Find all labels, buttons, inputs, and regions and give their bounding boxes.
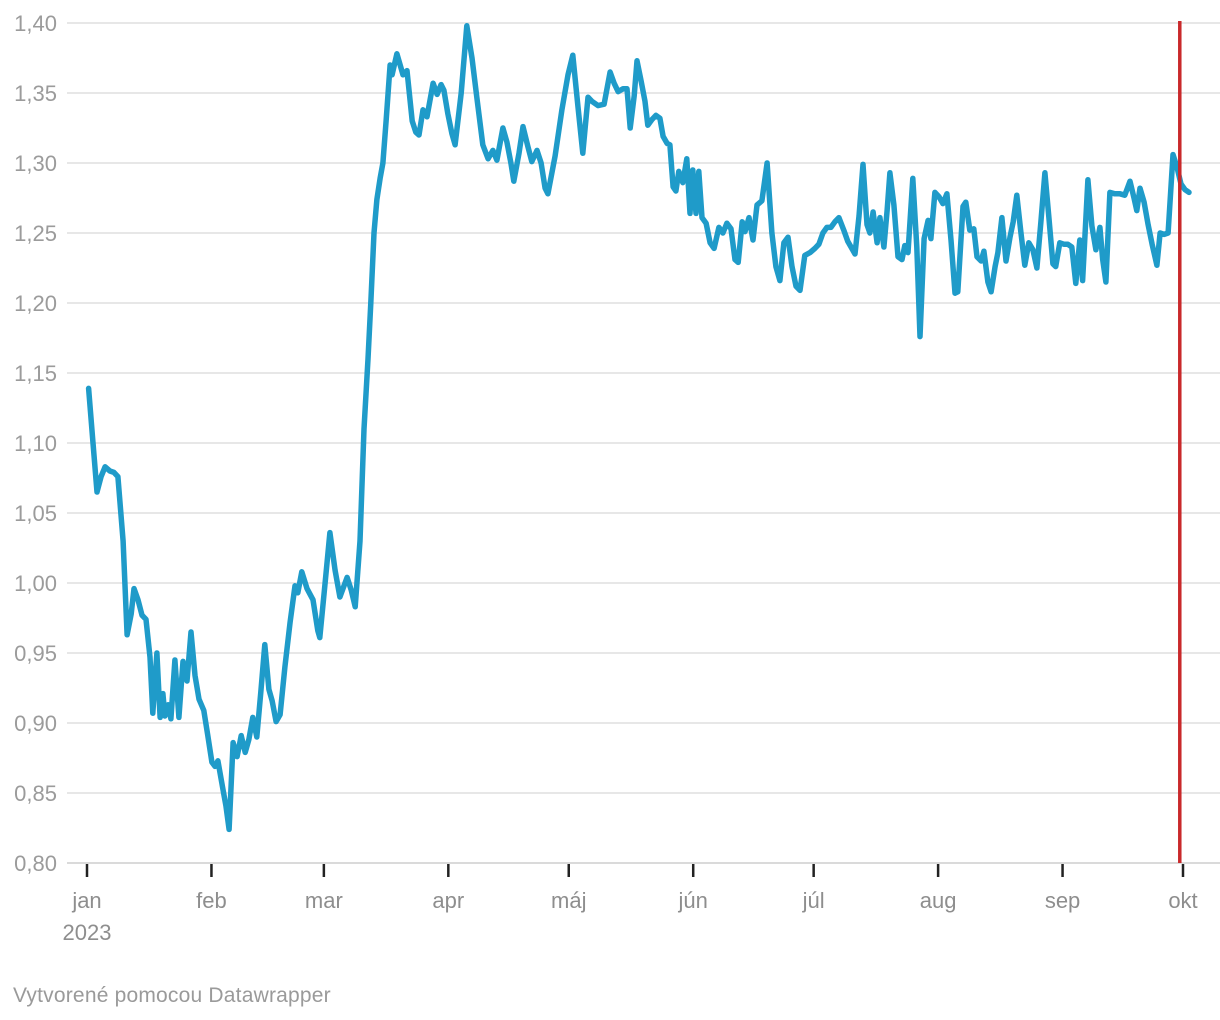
x-axis-label: mar xyxy=(305,888,343,913)
y-axis-label: 1,20 xyxy=(14,291,57,316)
y-axis-label: 0,85 xyxy=(14,781,57,806)
y-axis-label: 1,40 xyxy=(14,11,57,36)
x-axis-label: jún xyxy=(678,888,708,913)
x-axis-year-label: 2023 xyxy=(63,920,112,945)
y-axis-label: 1,00 xyxy=(14,571,57,596)
x-axis-label: jan xyxy=(71,888,101,913)
y-axis-label: 0,90 xyxy=(14,711,57,736)
x-axis-label: apr xyxy=(432,888,464,913)
y-axis-label: 1,05 xyxy=(14,501,57,526)
y-axis-label: 1,10 xyxy=(14,431,57,456)
x-axis-label: aug xyxy=(920,888,957,913)
y-axis-label: 1,25 xyxy=(14,221,57,246)
y-axis-label: 1,30 xyxy=(14,151,57,176)
attribution-text: Vytvorené pomocou Datawrapper xyxy=(13,984,331,1007)
y-axis-label: 0,80 xyxy=(14,851,57,876)
x-axis-label: máj xyxy=(551,888,586,913)
x-axis-label: sep xyxy=(1045,888,1080,913)
y-axis-label: 1,15 xyxy=(14,361,57,386)
x-axis-label: júl xyxy=(802,888,825,913)
x-axis-label: okt xyxy=(1168,888,1197,913)
x-axis-label: feb xyxy=(196,888,227,913)
series-line-kurz xyxy=(85,23,1192,833)
chart-plot-area: 1,40 1,35 1,30 1,25 1,20 1,15 1,10 1,05 1,00 0,95… xyxy=(14,11,1220,945)
y-axis-label: 0,95 xyxy=(14,641,57,666)
y-axis-label: 1,35 xyxy=(14,81,57,106)
